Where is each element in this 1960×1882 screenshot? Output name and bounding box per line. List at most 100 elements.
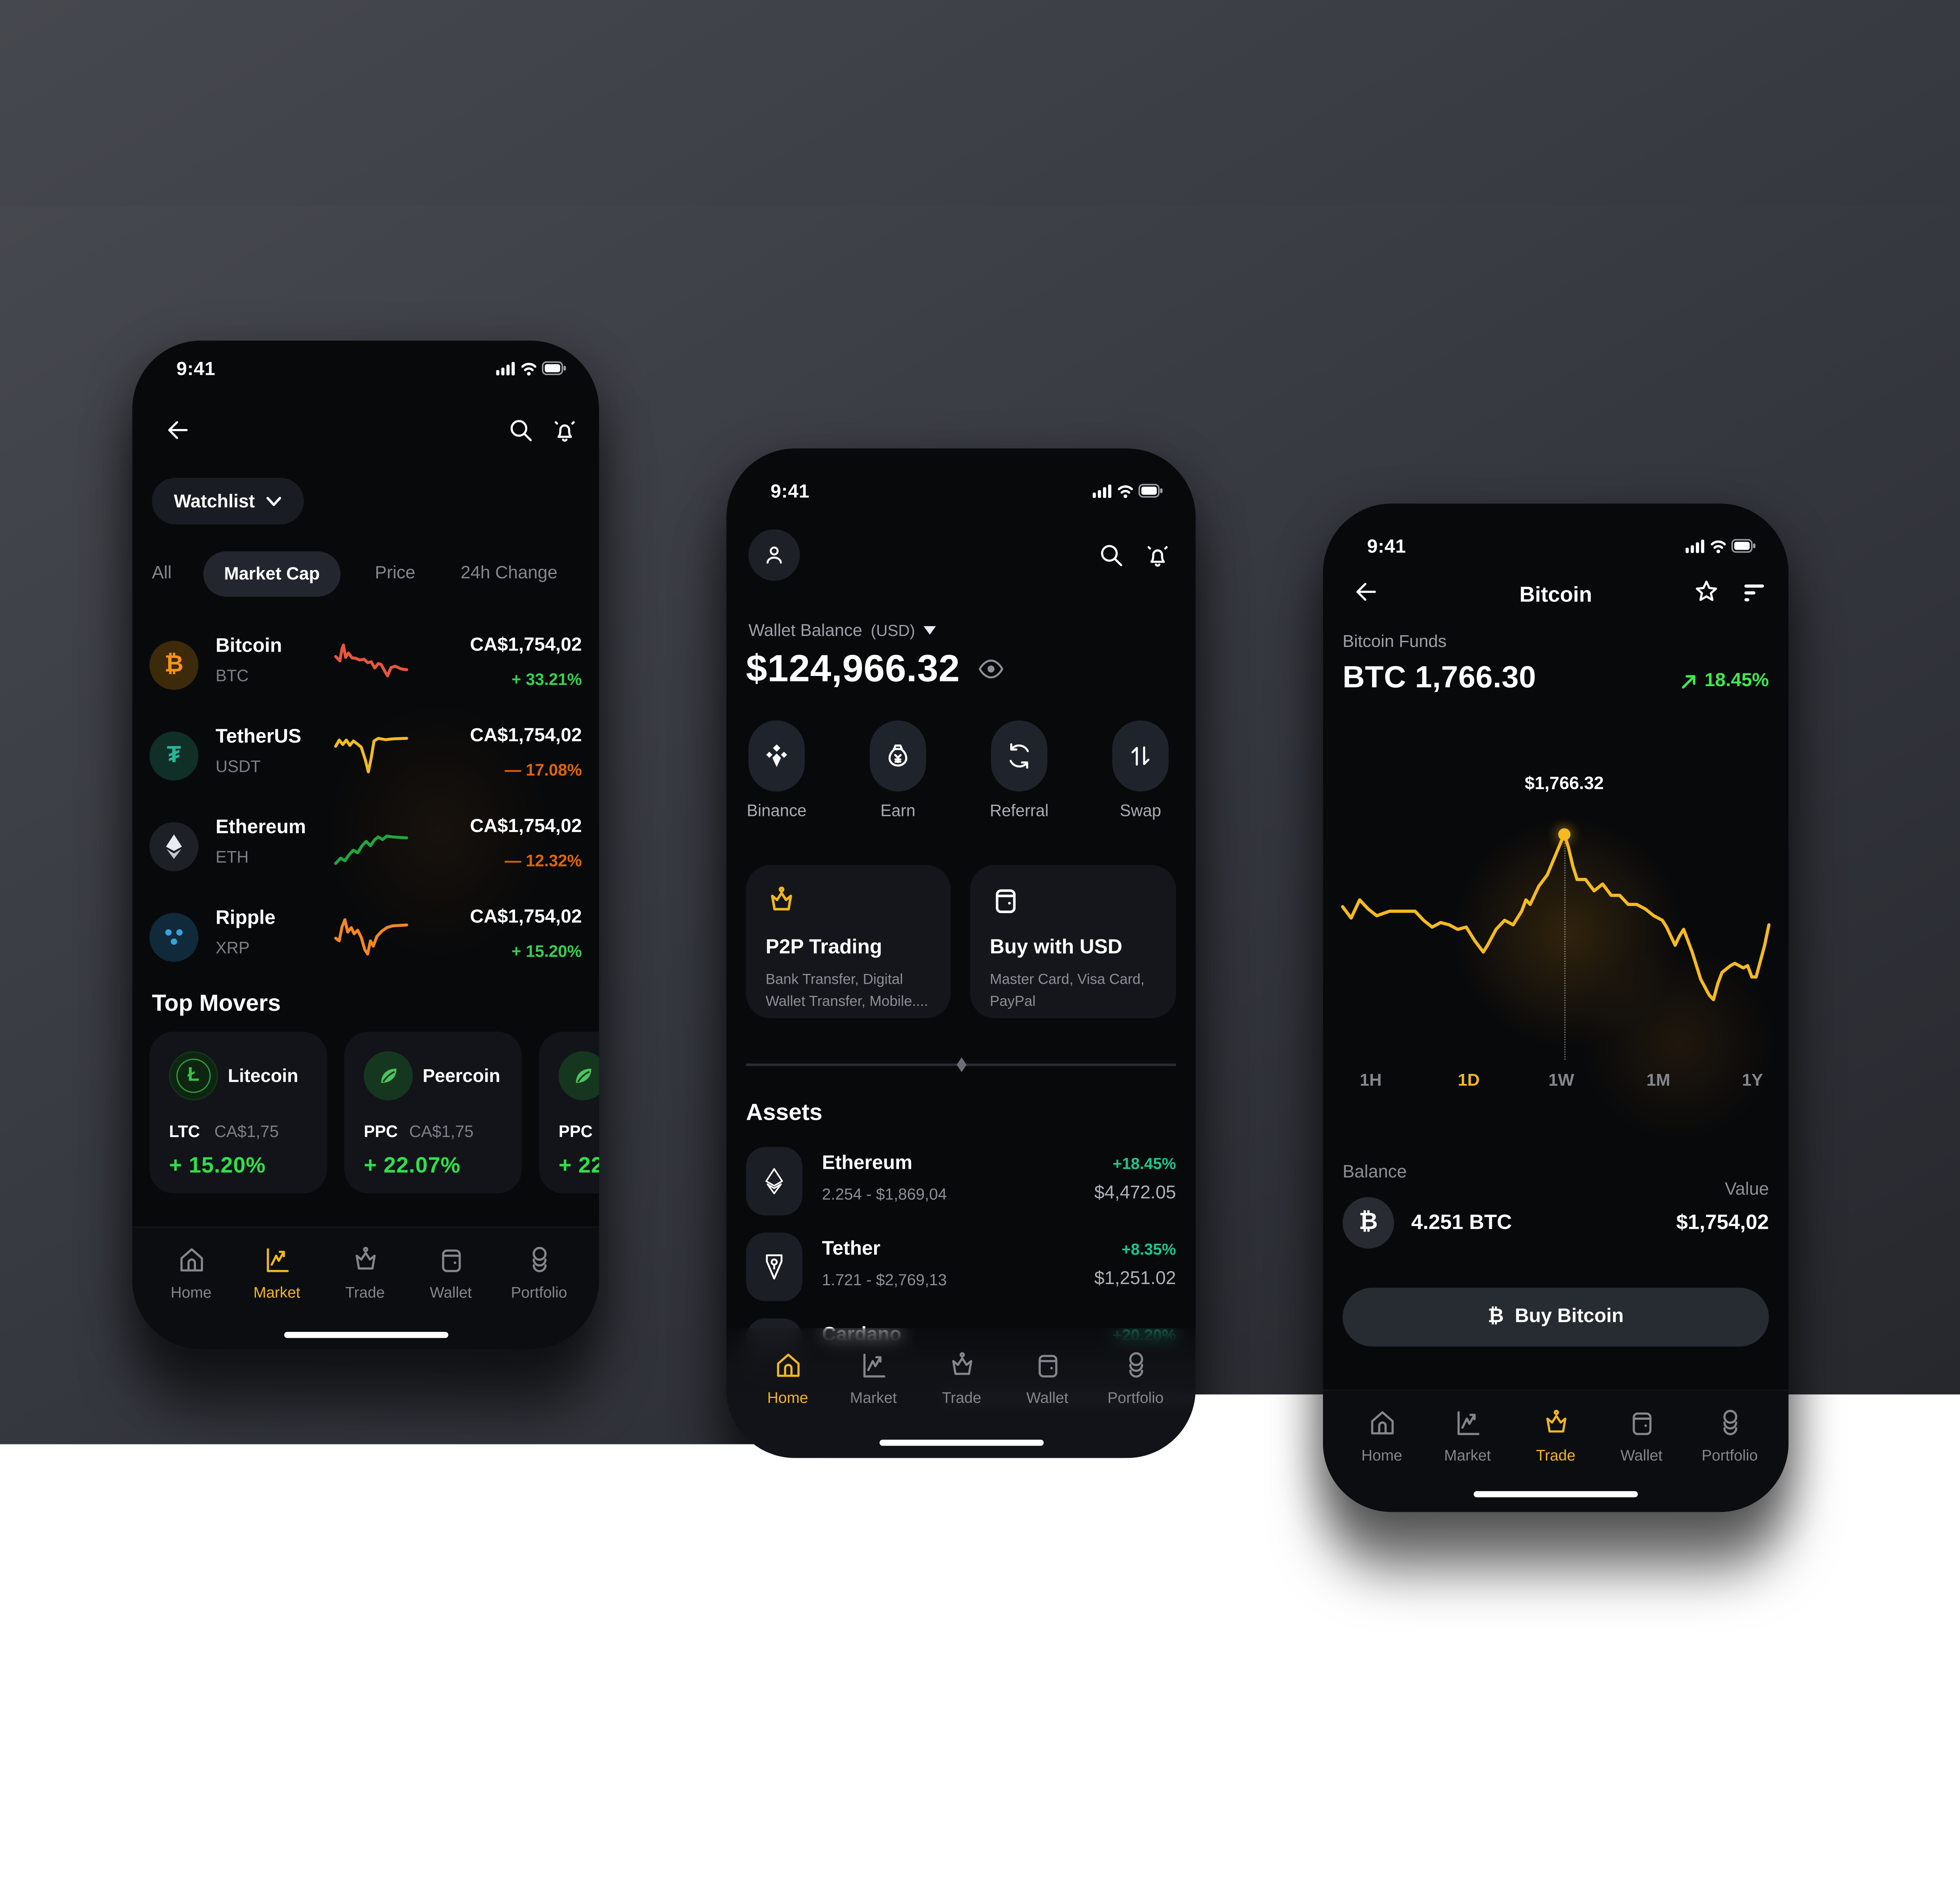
nav-trade[interactable]: Trade [326, 1245, 404, 1301]
watchlist-dropdown[interactable]: Watchlist [152, 478, 304, 525]
tether-sparkline [336, 734, 407, 778]
phone-trade-screen: 9:41 Bitcoin Bitcoin Funds BTC 1,766.30 … [1323, 503, 1789, 1512]
wallet-icon [1626, 1408, 1657, 1439]
currency-dropdown-icon[interactable] [924, 625, 936, 634]
wallet-balance-value: $124,966.32 [746, 647, 960, 691]
coin-row-bitcoin[interactable]: ₿ Bitcoin BTC CA$1,754,02 + 33.21% [149, 620, 582, 710]
asset-row-tether[interactable]: Tether 1.721 - $2,769,13 +8.35% $1,251.0… [746, 1230, 1176, 1304]
watchlist-dropdown-label: Watchlist [174, 491, 255, 512]
swap-button[interactable] [1112, 721, 1169, 792]
swap-label: Swap [1079, 801, 1196, 820]
balance-usd-value: $1,754,02 [1676, 1211, 1769, 1235]
mover-card-litecoin[interactable]: Ł Litecoin LTC CA$1,75 + 15.20% [149, 1032, 327, 1194]
buy-with-usd-card[interactable]: Buy with USD Master Card, Visa Card, Pay… [970, 865, 1176, 1018]
coin-row-ripple[interactable]: Ripple XRP CA$1,754,02 + 15.20% [149, 892, 582, 983]
wallet-balance-label: Wallet Balance [748, 620, 862, 639]
market-chart-icon [858, 1350, 889, 1381]
tab-24h-change[interactable]: 24h Change [461, 564, 557, 583]
nav-home[interactable]: Home [152, 1245, 230, 1301]
home-icon [176, 1245, 206, 1275]
eye-icon[interactable] [977, 658, 1004, 680]
nav-trade[interactable]: Trade [1517, 1408, 1595, 1464]
binance-logo-icon [762, 741, 791, 771]
nav-home[interactable]: Home [748, 1350, 827, 1407]
phone-home-screen: 9:41 Wallet Balance (USD) $124,966 [726, 449, 1196, 1458]
tab-all[interactable]: All [152, 564, 172, 583]
mover-card-peercoin[interactable]: Peercoin PPC CA$1,75 + 22.07% [344, 1032, 522, 1194]
phone-market-screen: 9:41 Watchlist All Mark [132, 341, 599, 1349]
divider-handle-icon [956, 1057, 966, 1072]
profile-avatar[interactable] [748, 529, 800, 581]
wallet-icon [436, 1245, 466, 1275]
value-label: Value [1725, 1180, 1769, 1199]
status-bar: 9:41 [132, 341, 599, 397]
filter-button[interactable] [1744, 585, 1766, 608]
btc-balance-icon: ₿ [1343, 1197, 1394, 1248]
coin-row-ethereum[interactable]: Ethereum ETH CA$1,754,02 — 12.32% [149, 801, 582, 892]
p2p-trading-card[interactable]: P2P Trading Bank Transfer, Digital Walle… [746, 865, 951, 1018]
range-1h[interactable]: 1H [1360, 1070, 1382, 1089]
litecoin-icon: Ł [169, 1051, 218, 1100]
nav-market[interactable]: Market [834, 1350, 913, 1407]
status-bar: 9:41 [1323, 518, 1789, 575]
status-bar: 9:41 [726, 463, 1196, 520]
referral-button[interactable] [991, 721, 1047, 792]
mover-card-peercoin-2[interactable]: Peercoin PPC CA$1,75 + 22.07% [539, 1032, 599, 1194]
nav-portfolio[interactable]: Portfolio [1691, 1408, 1769, 1464]
nav-portfolio[interactable]: Portfolio [500, 1245, 578, 1301]
range-1w[interactable]: 1W [1548, 1070, 1574, 1089]
nav-trade[interactable]: Trade [922, 1350, 1001, 1407]
tab-price[interactable]: Price [375, 564, 415, 583]
portfolio-coins-icon [524, 1245, 554, 1275]
coin-row-tetherus[interactable]: ₮ TetherUS USDT CA$1,754,02 — 17.08% [149, 711, 582, 801]
range-1m[interactable]: 1M [1646, 1070, 1670, 1089]
chart-tooltip: $1,766.32 [1525, 774, 1604, 794]
search-icon [1098, 541, 1125, 569]
nav-wallet[interactable]: Wallet [1008, 1350, 1087, 1407]
binance-button[interactable] [748, 721, 805, 792]
asset-row-ethereum[interactable]: Ethereum 2.254 - $1,869,04 +18.45% $4,47… [746, 1144, 1176, 1218]
star-icon [1693, 578, 1720, 605]
earn-button[interactable] [870, 721, 926, 792]
person-icon [762, 543, 787, 567]
top-movers-title: Top Movers [152, 991, 281, 1018]
range-1y[interactable]: 1Y [1742, 1070, 1763, 1089]
wallet-card-icon [990, 885, 1022, 916]
trade-crown-icon [1541, 1408, 1571, 1439]
section-divider[interactable] [746, 1064, 1176, 1066]
search-button[interactable] [507, 417, 534, 450]
nav-home[interactable]: Home [1343, 1408, 1421, 1464]
back-arrow-icon [164, 417, 191, 444]
tab-market-cap[interactable]: Market Cap [203, 551, 341, 597]
nav-market[interactable]: Market [1428, 1408, 1507, 1464]
buy-bitcoin-button[interactable]: ₿ Buy Bitcoin [1343, 1288, 1769, 1346]
search-icon [507, 417, 534, 444]
home-indicator[interactable] [879, 1440, 1043, 1446]
home-icon [772, 1350, 803, 1381]
status-time: 9:41 [771, 481, 809, 503]
peercoin-icon [364, 1051, 413, 1100]
notifications-button[interactable] [1144, 541, 1171, 574]
balance-btc-amount: 4.251 BTC [1411, 1211, 1512, 1235]
home-indicator[interactable] [283, 1332, 448, 1338]
referral-label: Referral [958, 801, 1081, 820]
nav-portfolio[interactable]: Portfolio [1096, 1350, 1175, 1407]
bell-icon [1144, 541, 1171, 569]
price-chart[interactable]: $1,766.32 [1343, 816, 1769, 1043]
range-selector: 1H 1D 1W 1M 1Y [1343, 1070, 1769, 1094]
nav-wallet[interactable]: Wallet [412, 1245, 490, 1301]
funds-label: Bitcoin Funds [1343, 631, 1446, 650]
nav-market[interactable]: Market [238, 1245, 316, 1301]
back-button[interactable] [164, 417, 191, 450]
range-1d[interactable]: 1D [1458, 1070, 1480, 1089]
notifications-button[interactable] [551, 417, 578, 450]
favorite-button[interactable] [1693, 578, 1720, 611]
ripple-icon [149, 913, 198, 962]
portfolio-coins-icon [1714, 1408, 1745, 1439]
bottom-nav: Home Market Trade Wallet Portfolio [132, 1226, 599, 1349]
search-button[interactable] [1098, 541, 1125, 574]
tether-icon [746, 1233, 802, 1301]
nav-wallet[interactable]: Wallet [1602, 1408, 1681, 1464]
home-indicator[interactable] [1474, 1491, 1638, 1497]
market-chart-icon [1452, 1408, 1483, 1439]
